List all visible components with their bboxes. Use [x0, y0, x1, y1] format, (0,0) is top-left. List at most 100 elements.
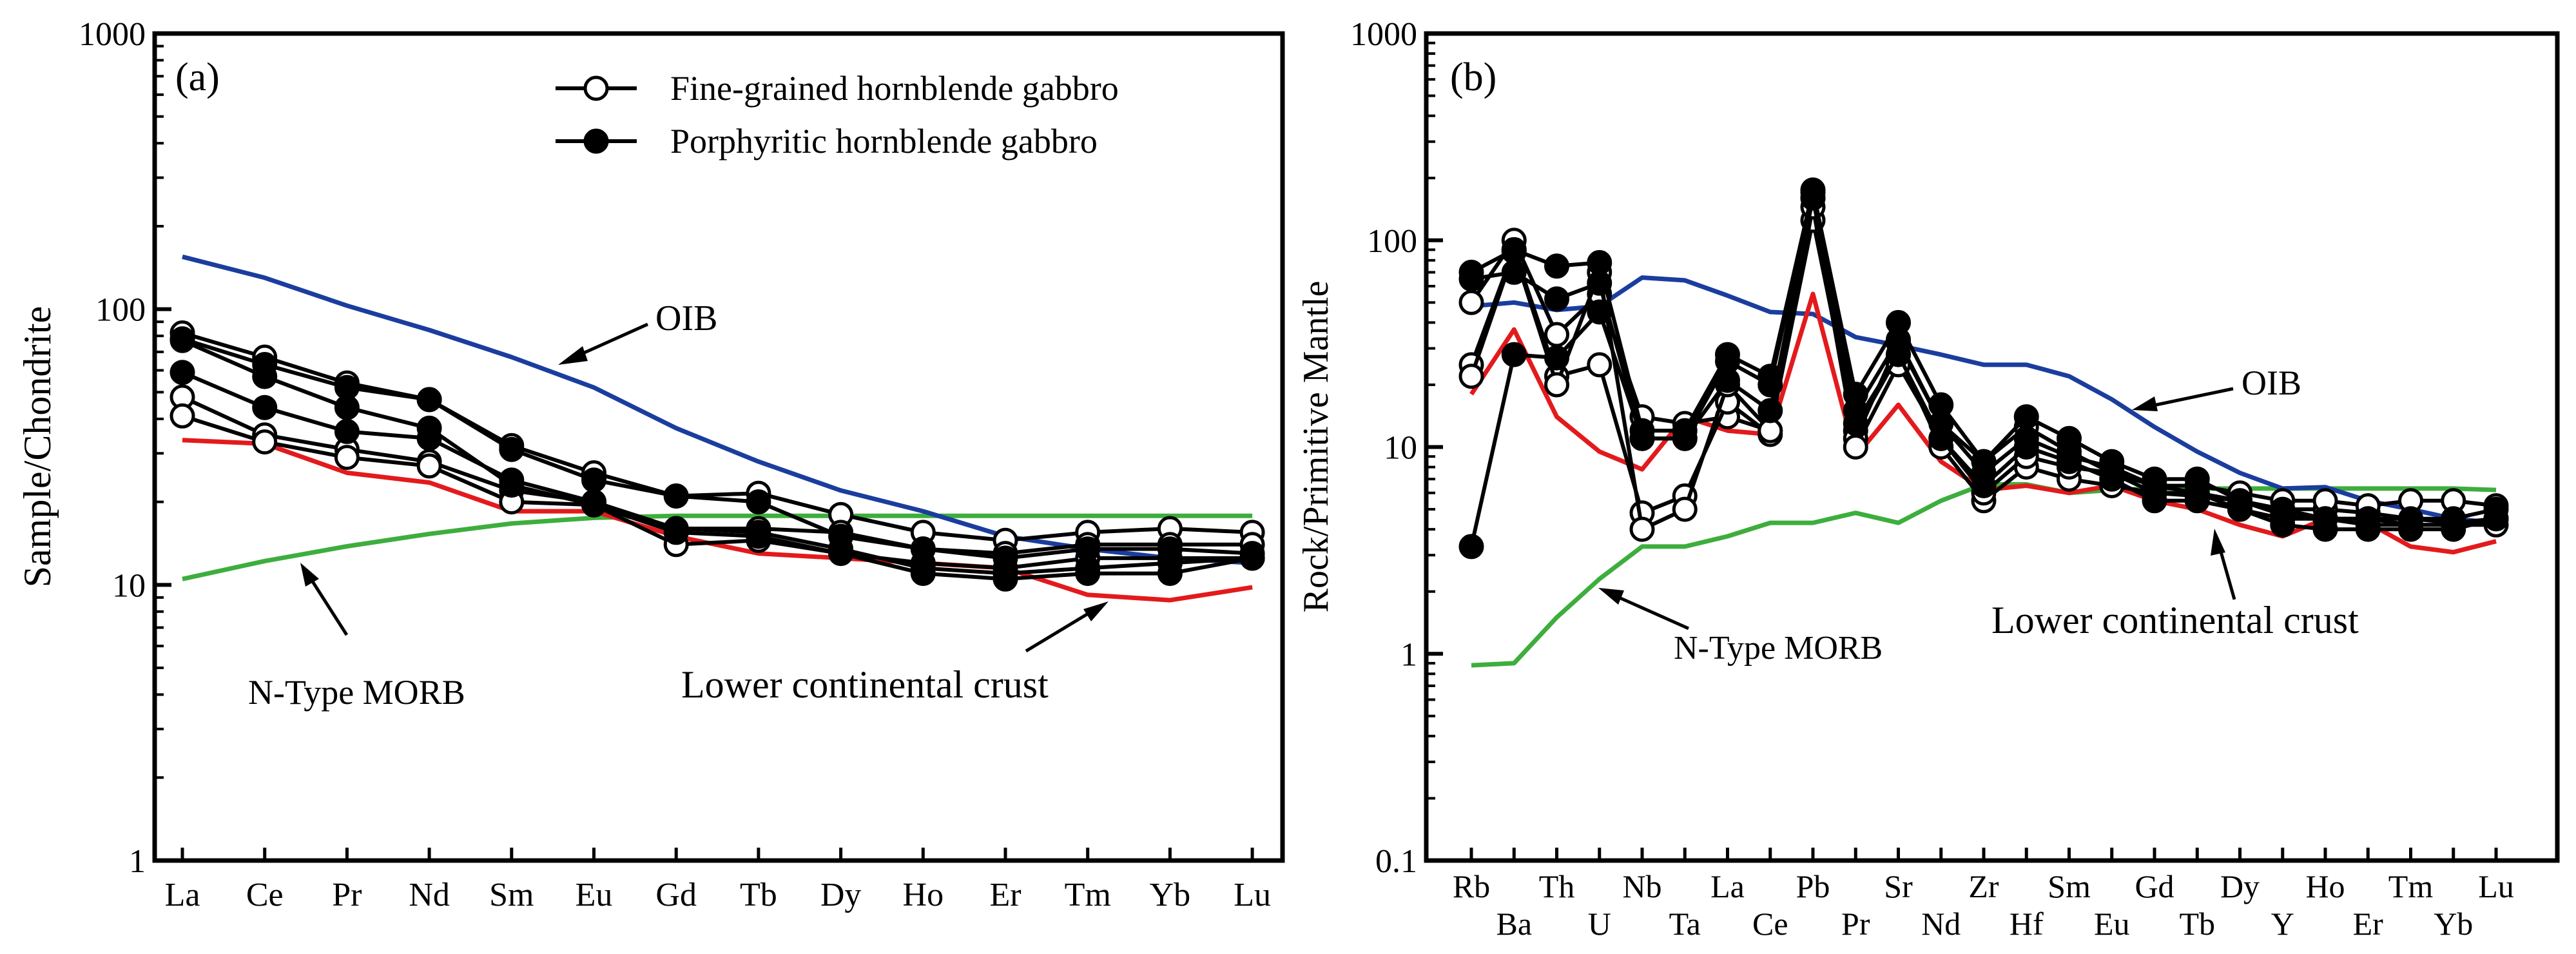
x-tick-label: Tm [1065, 877, 1111, 913]
data-point-porph [1544, 345, 1569, 371]
data-point-porph [1458, 266, 1484, 292]
data-point-porph [2355, 516, 2381, 542]
series-line-lcc [182, 438, 1253, 603]
data-point-porph [828, 541, 854, 567]
x-tick-label: Sr [1884, 868, 1913, 904]
data-point-porph [993, 566, 1018, 592]
x-tick-label: Nd [409, 877, 450, 913]
y-tick-label: 0.1 [1375, 843, 1417, 880]
data-point-porph [2142, 488, 2167, 514]
x-axis-a: La Ce Pr Nd Sm Eu Gd Tb Dy Ho Er Tm Yb Lu [165, 848, 1271, 913]
arrowhead-oib-b [2132, 396, 2158, 411]
series-line-oib [1471, 275, 2497, 525]
x-tick-label: Ce [246, 877, 284, 913]
panel-a: (a) Sample/Chondrite 1 10 100 1000 La Ce Pr Nd… [16, 16, 1285, 913]
data-point-porph [416, 415, 442, 441]
series-line-fine [182, 331, 1253, 543]
y-axis-label-a: Sample/Chondrite [16, 306, 59, 588]
data-point-porph [2013, 434, 2039, 460]
data-point-porph [1715, 367, 1740, 393]
x-tick-label: Th [1539, 868, 1575, 904]
data-point-porph [1501, 342, 1527, 367]
data-point-porph [2227, 496, 2252, 522]
data-point-porph [334, 418, 360, 444]
annotation-morb-b: N-Type MORB [1674, 630, 1883, 667]
data-point-porph [169, 327, 195, 353]
x-tick-label: Lu [2478, 868, 2514, 904]
y-axis-a: 1 10 100 1000 [79, 16, 171, 880]
data-point-porph [663, 520, 689, 545]
data-point-fine [1458, 289, 1484, 315]
panel-label-a: (a) [175, 55, 220, 99]
data-point-fine [1629, 516, 1655, 542]
x-tick-label: Pb [1796, 868, 1830, 904]
data-point-porph [1587, 249, 1612, 275]
data-point-porph [2483, 506, 2509, 532]
data-point-fine [169, 403, 195, 429]
data-point-porph [1758, 398, 1783, 423]
data-point-fine [1843, 434, 1868, 460]
data-point-fine [416, 453, 442, 479]
y-tick-label: 1 [129, 843, 146, 880]
data-point-porph [252, 394, 278, 420]
data-point-porph [1971, 473, 1997, 498]
arrowhead-lcc-a [1083, 601, 1109, 621]
panel-b: (b) Rock/Primitive Mantle 0.11101001000 … [1296, 16, 2560, 942]
y-tick-label: 1000 [79, 16, 146, 53]
series-line-porph [181, 338, 1253, 581]
data-point-porph [499, 472, 525, 498]
annotation-morb-a: N-Type MORB [248, 673, 465, 712]
x-tick-label: Yb [1150, 877, 1191, 913]
x-tick-label: Dy [820, 877, 862, 913]
annotation-lcc-a: Lower continental crust [681, 663, 1049, 706]
data-point-porph [746, 523, 771, 549]
data-point-porph [2057, 449, 2082, 474]
data-point-porph [1458, 534, 1484, 560]
data-point-porph [1501, 237, 1527, 262]
data-point-porph [416, 387, 442, 413]
arrowhead-oib-a [558, 346, 588, 365]
data-point-porph [1587, 270, 1612, 296]
series-b [1458, 177, 2509, 668]
y-tick-label: 1000 [1350, 16, 1417, 53]
data-point-porph [746, 489, 771, 515]
data-point-fine [1544, 372, 1569, 398]
data-point-porph [1843, 411, 1868, 436]
x-tick-label: Ta [1669, 906, 1701, 942]
x-tick-label: Y [2271, 906, 2294, 942]
annotation-lcc-b: Lower continental crust [1991, 599, 2359, 641]
data-point-porph [2013, 404, 2039, 430]
series-line-porph [181, 370, 1253, 576]
y-tick-label: 10 [1384, 430, 1417, 467]
data-point-fine [334, 445, 360, 471]
data-point-porph [1501, 259, 1527, 285]
legend-label-fine: Fine-grained hornblende gabbro [670, 69, 1119, 108]
x-tick-label: Rb [1453, 868, 1490, 904]
annotation-oib-b: OIB [2242, 364, 2301, 402]
x-tick-label: Ho [903, 877, 944, 913]
data-point-fine [1458, 364, 1484, 389]
data-point-porph [334, 394, 360, 420]
x-tick-label: Sm [2048, 868, 2091, 904]
data-point-porph [169, 360, 195, 385]
x-tick-label: Sm [489, 877, 534, 913]
x-tick-label: Er [989, 877, 1021, 913]
x-tick-label: Er [2353, 906, 2384, 942]
data-point-porph [2270, 512, 2296, 538]
arrowhead-morb-b [1598, 588, 1624, 605]
series-a [169, 254, 1265, 603]
x-tick-label: Gd [655, 877, 697, 913]
data-point-porph [1075, 561, 1101, 587]
data-point-porph [910, 561, 936, 587]
legend-label-porph: Porphyritic hornblende gabbro [670, 122, 1098, 161]
data-point-porph [663, 483, 689, 509]
x-tick-label: Pr [1841, 906, 1870, 942]
x-tick-label: Tb [740, 877, 777, 913]
arrowhead-lcc-b [2211, 529, 2225, 556]
annotation-oib-a: OIB [655, 298, 717, 338]
data-point-porph [1157, 561, 1183, 587]
arrowhead-morb-a [300, 563, 319, 587]
data-point-fine [1587, 352, 1612, 378]
x-tick-label: Ho [2305, 868, 2345, 904]
